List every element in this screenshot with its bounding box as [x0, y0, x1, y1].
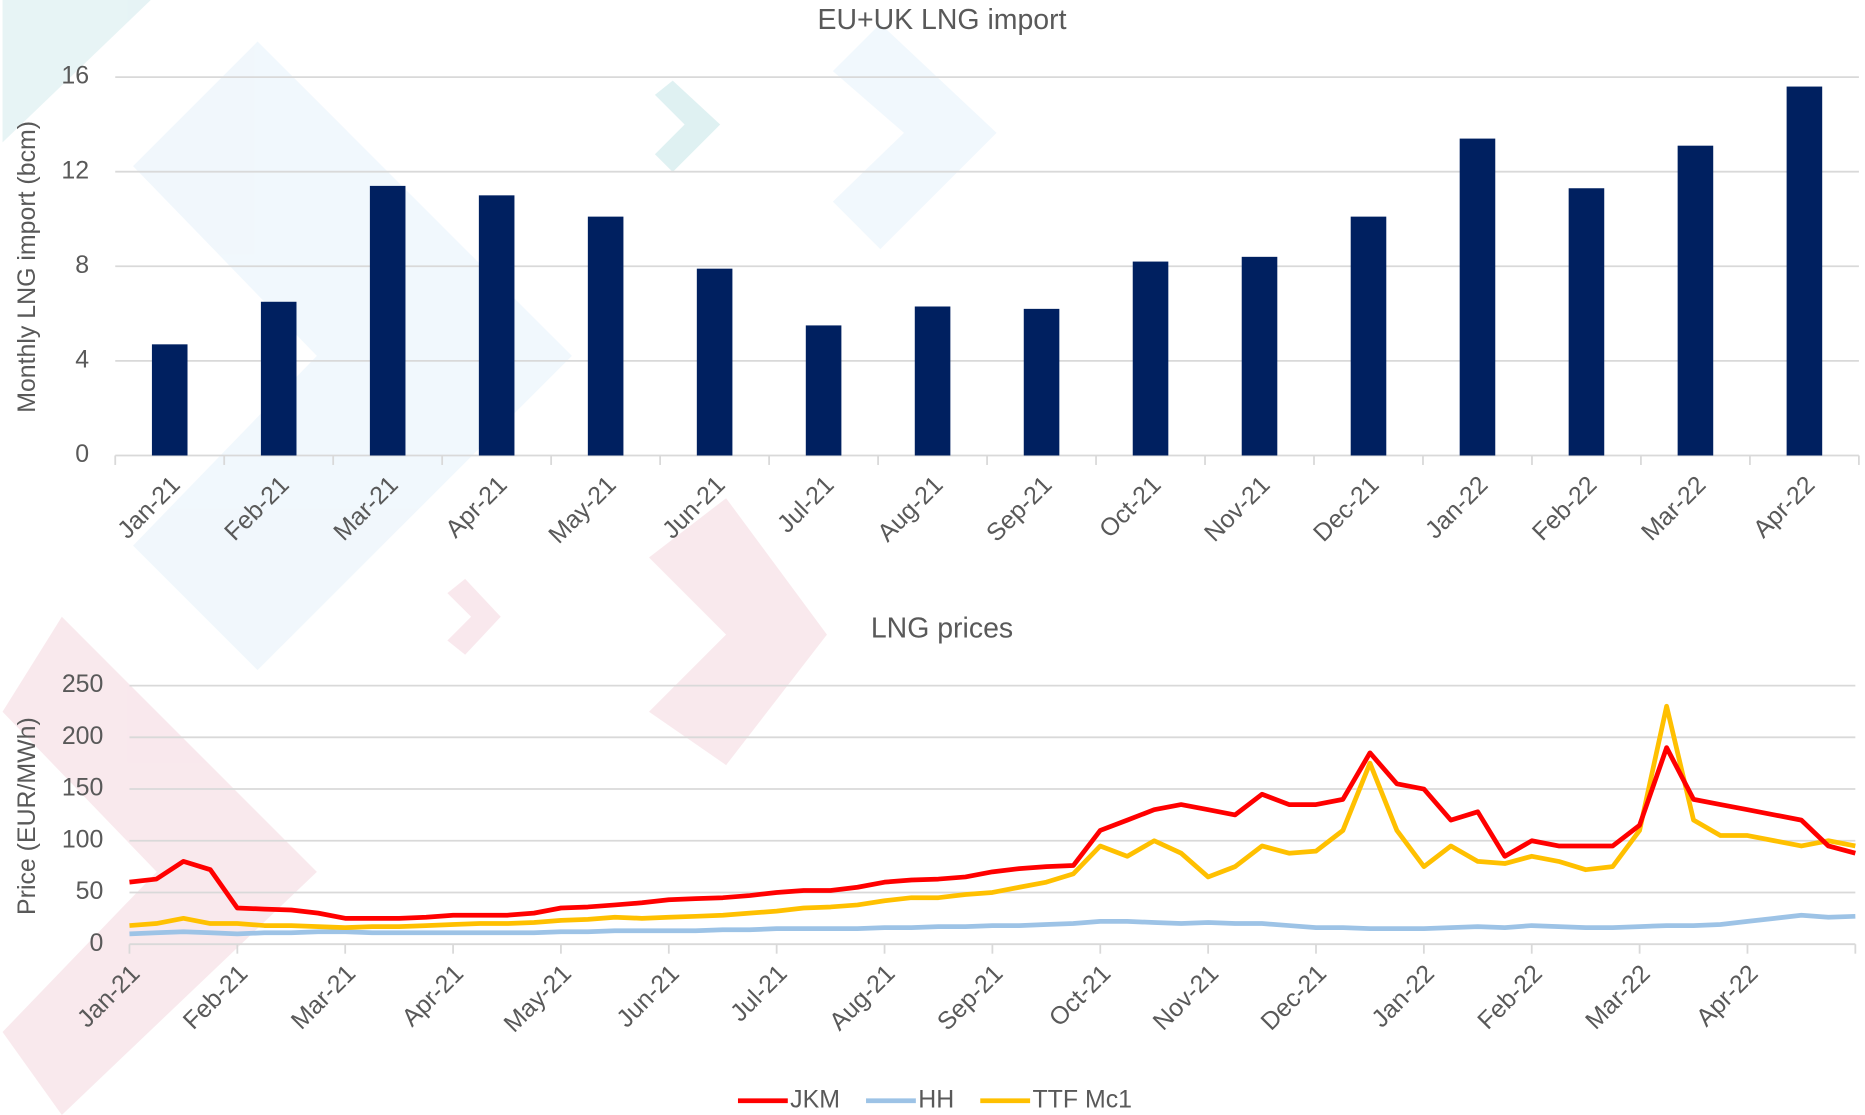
y-axis-label: Monthly LNG import (bcm): [13, 121, 41, 413]
bar: [1568, 188, 1605, 456]
x-tick-label: Aug-21: [824, 959, 901, 1036]
y-tick-label: 8: [75, 251, 89, 279]
line-series: [129, 912, 1856, 937]
background-decoration: [2, 0, 997, 1115]
y-tick-label: 50: [76, 877, 104, 905]
line-series: [129, 703, 1856, 930]
y-tick-label: 4: [75, 345, 89, 373]
y-tick-label: 0: [75, 440, 89, 468]
x-tick-label: Mar-22: [1636, 471, 1712, 547]
x-tick-label: Oct-21: [1044, 959, 1117, 1032]
x-tick-label: Sep-21: [981, 471, 1058, 548]
x-tick-label: Nov-21: [1199, 471, 1276, 548]
y-axis-label: Price (EUR/MWh): [13, 717, 41, 915]
y-tick-label: 250: [62, 670, 104, 698]
y-tick-label: 150: [62, 774, 104, 802]
x-tick-label: Jan-22: [1420, 471, 1494, 545]
x-tick-label: Feb-22: [1527, 471, 1603, 547]
x-tick-label: Apr-22: [1748, 471, 1821, 544]
bar: [151, 344, 188, 456]
line-series: [129, 745, 1856, 921]
x-tick-label: Jun-21: [611, 959, 685, 1033]
bar: [587, 216, 624, 456]
y-tick-label: 16: [61, 62, 89, 90]
legend-label: TTF Mc1: [1032, 1085, 1132, 1113]
y-tick-label: 12: [61, 156, 89, 184]
x-tick-label: Aug-21: [872, 471, 949, 548]
x-tick-label: Mar-22: [1580, 959, 1656, 1035]
bar: [1459, 138, 1496, 456]
x-tick-label: Oct-21: [1094, 471, 1167, 544]
x-tick-label: Dec-21: [1255, 959, 1332, 1036]
x-tick-label: Nov-21: [1148, 959, 1225, 1036]
bar: [1350, 216, 1387, 456]
legend-label: HH: [918, 1085, 954, 1113]
chart-title: LNG prices: [871, 612, 1013, 644]
bar: [914, 306, 951, 456]
bar: [1786, 86, 1823, 456]
x-tick-label: Jul-21: [725, 959, 793, 1027]
x-tick-label: May-21: [543, 471, 621, 549]
chart-title: EU+UK LNG import: [817, 4, 1066, 36]
x-tick-label: Sep-21: [932, 959, 1009, 1036]
bar: [478, 195, 515, 456]
bar: [1677, 145, 1714, 456]
bar: [260, 301, 297, 456]
x-tick-label: Mar-21: [286, 959, 362, 1035]
x-tick-label: Apr-21: [396, 959, 469, 1032]
y-tick-label: 200: [62, 722, 104, 750]
y-tick-label: 0: [90, 929, 104, 957]
y-tick-label: 100: [62, 825, 104, 853]
x-tick-label: Dec-21: [1308, 471, 1385, 548]
bar: [805, 325, 842, 456]
bar: [1132, 261, 1169, 456]
x-tick-label: Apr-22: [1691, 959, 1764, 1032]
bar: [1241, 256, 1278, 456]
legend-label: JKM: [790, 1085, 840, 1113]
x-tick-label: May-21: [498, 959, 576, 1037]
x-tick-label: Jan-22: [1366, 959, 1440, 1033]
bar: [369, 185, 406, 456]
bar: [696, 268, 733, 456]
x-tick-label: Feb-22: [1472, 959, 1548, 1035]
bar: [1023, 308, 1060, 456]
x-tick-label: Jul-21: [772, 471, 840, 539]
x-tick-label: Apr-21: [440, 471, 513, 544]
